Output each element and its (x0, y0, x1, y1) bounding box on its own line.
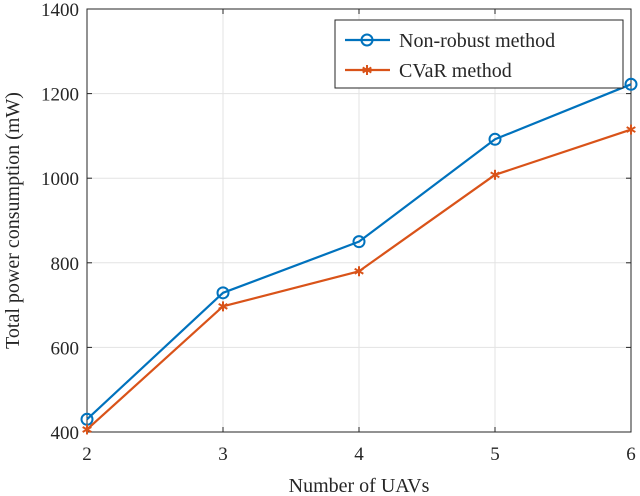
legend-item: CVaR method (345, 60, 512, 82)
data-point (354, 266, 364, 277)
legend: Non-robust method CVaR method (334, 19, 624, 89)
data-point (218, 301, 228, 312)
y-tick-label: 600 (51, 338, 80, 359)
y-tick-label: 1000 (41, 169, 79, 190)
x-tick-label: 2 (82, 444, 92, 465)
legend-marker (362, 65, 372, 75)
series-layer (80, 77, 638, 435)
asterisk-stroke (626, 126, 636, 133)
legend-item: Non-robust method (345, 30, 555, 52)
asterisk-stroke (354, 267, 364, 275)
legend-marker (360, 33, 374, 47)
tick-labels: 2 3 4 5 6 400 600 800 1000 1200 1400 (41, 0, 636, 465)
data-point (490, 169, 500, 180)
legend-label: Non-robust method (399, 30, 555, 52)
data-point (82, 424, 92, 435)
data-point (626, 124, 636, 135)
y-axis-label: Total power consumption (mW) (2, 92, 24, 349)
series-2 (82, 124, 636, 435)
data-point (624, 77, 638, 91)
series-line (86, 83, 632, 421)
legend-box (334, 19, 624, 89)
data-point (216, 286, 230, 300)
y-tick-label: 400 (51, 423, 80, 444)
asterisk-stroke (362, 66, 372, 74)
x-tick-label: 3 (218, 444, 228, 465)
y-tick-label: 1200 (41, 85, 79, 106)
asterisk-stroke (218, 303, 228, 310)
y-tick-label: 800 (51, 254, 80, 275)
asterisk-stroke (82, 426, 92, 433)
y-tick-label: 1400 (41, 0, 79, 21)
x-tick-label: 6 (626, 444, 636, 465)
plot-area-frame (86, 8, 632, 433)
asterisk-stroke (490, 171, 500, 179)
x-axis-label: Number of UAVs (289, 475, 430, 496)
x-tick-label: 4 (354, 444, 364, 465)
data-point (352, 235, 366, 249)
legend-label: CVaR method (399, 60, 512, 82)
data-point (488, 132, 502, 146)
x-tick-label: 5 (490, 444, 500, 465)
